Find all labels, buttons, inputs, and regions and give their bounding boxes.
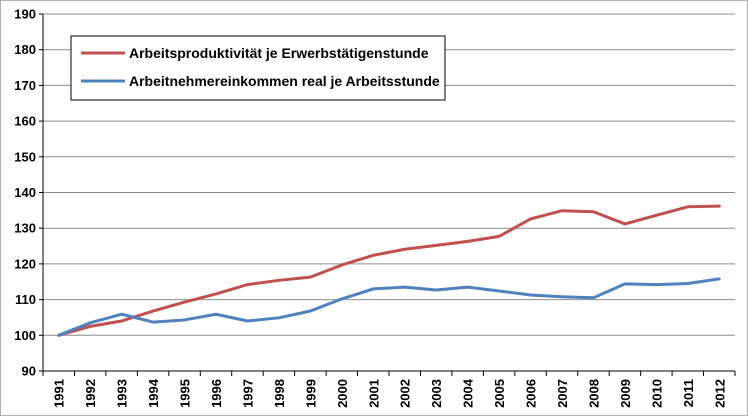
x-tick-label: 2003: [429, 379, 444, 408]
x-tick-label: 2002: [398, 379, 413, 408]
y-tick-label: 90: [22, 364, 36, 379]
x-tick-label: 2001: [366, 379, 381, 408]
x-tick-label: 1992: [83, 379, 98, 408]
y-tick-label: 150: [14, 149, 36, 164]
x-tick-label: 1995: [178, 379, 193, 408]
y-tick-label: 140: [14, 185, 36, 200]
series-line-productivity: [57, 204, 721, 337]
y-tick-labels: 90 100 110 120 130 140 150 160 170 180 190: [14, 7, 36, 379]
series-line-wages: [57, 277, 721, 337]
y-tick-label: 100: [14, 328, 36, 343]
x-tick-label: 1998: [272, 379, 287, 408]
axes: [39, 13, 736, 376]
x-tick-label: 1994: [146, 378, 161, 408]
x-tick-label: 2005: [492, 379, 507, 408]
x-tick-label: 2009: [618, 379, 633, 408]
x-tick-label: 2000: [335, 379, 350, 408]
y-tick-label: 120: [14, 256, 36, 271]
y-tick-label: 160: [14, 114, 36, 129]
legend-box: [70, 35, 446, 101]
x-tick-label: 1996: [209, 379, 224, 408]
series-lines: [57, 204, 721, 337]
x-tick-label: 2012: [712, 379, 727, 408]
x-tick-label: 1991: [52, 379, 67, 408]
x-tick-label: 1997: [240, 379, 255, 408]
x-tick-label: 1993: [115, 379, 130, 408]
x-tick-label: 2011: [681, 379, 696, 407]
x-tick-label: 2007: [555, 379, 570, 408]
x-tick-label: 2010: [649, 379, 664, 408]
y-tick-label: 190: [14, 7, 36, 22]
y-tick-label: 180: [14, 42, 36, 57]
y-tick-label: 170: [14, 78, 36, 93]
legend: Arbeitsproduktivität je Erwerbstätigenst…: [70, 35, 446, 101]
x-tick-label: 2006: [524, 379, 539, 408]
legend-label-productivity: Arbeitsproduktivität je Erwerbstätigenst…: [129, 45, 429, 61]
x-tick-labels: 1991 1992 1993 1994 1995 1996 1997 1998 1999 2000…: [52, 378, 728, 408]
legend-label-wages: Arbeitnehmereinkommen real je Arbeitsstu…: [129, 73, 440, 89]
y-tick-label: 130: [14, 221, 36, 236]
x-tick-label: 1999: [303, 379, 318, 408]
x-tick-label: 2004: [461, 378, 476, 408]
x-tick-label: 2008: [586, 379, 601, 408]
y-tick-label: 110: [15, 292, 36, 307]
